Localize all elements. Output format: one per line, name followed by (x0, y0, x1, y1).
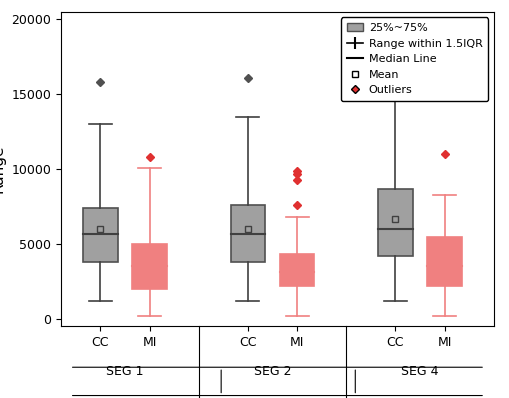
Y-axis label: Range: Range (0, 145, 6, 193)
FancyBboxPatch shape (378, 189, 413, 256)
FancyBboxPatch shape (280, 254, 314, 286)
FancyBboxPatch shape (428, 236, 462, 286)
FancyBboxPatch shape (132, 244, 167, 289)
FancyBboxPatch shape (231, 205, 265, 262)
Legend: 25%~75%, Range within 1.5IQR, Median Line, Mean, Outliers: 25%~75%, Range within 1.5IQR, Median Lin… (341, 18, 488, 101)
Text: SEG 2: SEG 2 (254, 365, 291, 378)
Text: SEG 1: SEG 1 (106, 365, 144, 378)
Text: SEG 4: SEG 4 (401, 365, 439, 378)
FancyBboxPatch shape (83, 208, 118, 262)
